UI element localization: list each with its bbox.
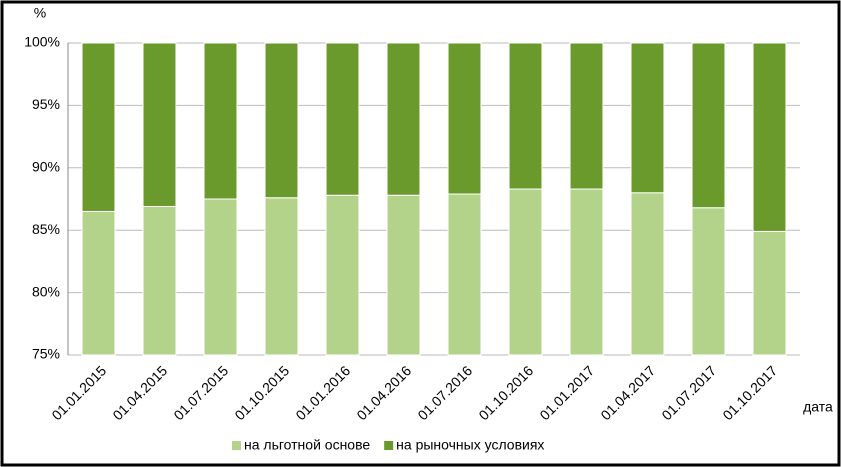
bar-segment [508, 188, 543, 356]
bar-segment [752, 42, 787, 232]
bar-segment [386, 42, 421, 196]
y-tick-label: 95% [32, 96, 60, 112]
bar-segment [142, 205, 177, 356]
bar-segment [447, 42, 482, 195]
bar-segment [264, 42, 299, 199]
y-tick-label: 90% [32, 159, 60, 175]
y-axis-label: % [34, 5, 46, 21]
bar-segment [81, 210, 116, 356]
bar-segment [325, 194, 360, 356]
y-tick-label: 85% [32, 221, 60, 237]
bar-segment [630, 192, 665, 356]
y-tick-label: 75% [32, 346, 60, 362]
bar-segment [325, 42, 360, 196]
bar-segment [142, 42, 177, 207]
bar-segment [447, 193, 482, 356]
legend-label: на рыночных условиях [396, 437, 544, 453]
y-tick-label: 100% [24, 34, 60, 50]
bar-segment [264, 197, 299, 356]
bar-segment [691, 42, 726, 209]
bar-segment [569, 42, 604, 190]
bar-segment [203, 42, 238, 200]
legend-label: на льготной основе [244, 437, 370, 453]
bar-segment [752, 230, 787, 356]
bar-segment [203, 198, 238, 356]
y-tick-label: 80% [32, 283, 60, 299]
legend-swatch [232, 441, 241, 450]
bar-segment [691, 207, 726, 356]
x-axis-label: дата [803, 399, 833, 415]
bar-segment [386, 194, 421, 356]
bar-segment [81, 42, 116, 212]
bar-segment [508, 42, 543, 190]
bar-segment [569, 188, 604, 356]
bar-segment [630, 42, 665, 194]
legend-swatch [384, 441, 394, 450]
